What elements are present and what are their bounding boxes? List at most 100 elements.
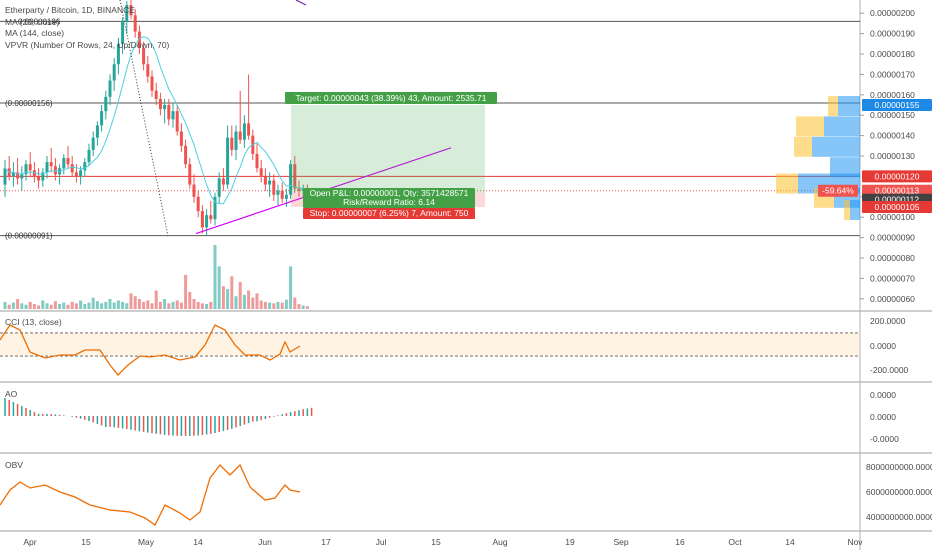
candle-body: [91, 137, 95, 150]
vpvr-bar-down: [794, 136, 812, 157]
cci-band: [0, 333, 860, 356]
candle-body: [62, 158, 66, 169]
volume-bar: [284, 299, 288, 309]
candle-body: [53, 166, 57, 175]
candle-body: [24, 164, 28, 175]
price-tick-label: 0.00000150: [870, 110, 915, 120]
candle-body: [221, 178, 225, 185]
candle-body: [20, 174, 24, 179]
candle-body: [297, 188, 301, 191]
candle-body: [226, 137, 230, 185]
volume-bar: [49, 304, 53, 309]
x-tick-label: May: [138, 537, 155, 547]
candle-body: [129, 5, 133, 16]
candle-body: [284, 194, 288, 199]
candle-body: [108, 80, 112, 97]
candle-body: [95, 125, 99, 138]
volume-bar: [28, 301, 32, 309]
x-tick-label: Sep: [613, 537, 628, 547]
volume-bar: [171, 301, 175, 309]
position-rr-label: Risk/Reward Ratio: 6.14: [343, 197, 435, 207]
obv-tick-label: 4000000000.0000: [866, 512, 932, 522]
volume-bar: [163, 299, 167, 309]
x-tick-label: Nov: [847, 537, 863, 547]
vpvr-bar-up: [850, 200, 860, 221]
fib-label: 0.00000196: [18, 17, 61, 26]
price-tick-label: 0.00000060: [870, 294, 915, 304]
indicator-ma20[interactable]: MA (20, close): [5, 16, 60, 27]
volume-bar: [41, 300, 45, 309]
volume-bar: [74, 303, 78, 309]
volume-bar: [37, 305, 41, 309]
vpvr-bar-up: [830, 157, 860, 178]
candle-body: [66, 158, 70, 165]
candle-body: [37, 176, 41, 181]
obv-line: [0, 463, 301, 526]
price-tick-label: 0.00000170: [870, 69, 915, 79]
candle-body: [116, 43, 120, 65]
candle-body: [230, 137, 234, 150]
volume-bar: [251, 297, 255, 309]
chart-legend: Etherparty / Bitcoin, 1D, BINANCE MA (20…: [5, 5, 169, 51]
price-tag: 0.00000155: [875, 100, 920, 110]
candle-body: [217, 178, 221, 197]
x-tick-label: 15: [81, 537, 91, 547]
volume-bar: [238, 281, 242, 309]
candle-body: [150, 76, 154, 91]
position-open-pl-label: Open P&L: 0.00000001, Qty: 3571428571: [310, 188, 469, 198]
candle-body: [289, 164, 293, 195]
ma144-line: [119, 0, 169, 237]
price-tick-label: 0.00000100: [870, 212, 915, 222]
volume-bar: [276, 301, 280, 309]
candle-body: [146, 64, 150, 77]
candle-body: [28, 164, 32, 171]
cci-tick-label: 200.0000: [870, 316, 906, 326]
volume-bar: [221, 286, 225, 309]
candle-body: [121, 21, 125, 44]
candle-body: [104, 96, 108, 112]
obv-tick-label: 8000000000.0000: [866, 462, 932, 472]
vpvr-bar-down: [844, 200, 850, 221]
candle-body: [3, 168, 7, 185]
volume-bar: [146, 300, 150, 309]
volume-bar: [280, 302, 284, 309]
obv-label: OBV: [5, 460, 23, 470]
x-tick-label: 14: [785, 537, 795, 547]
volume-bar: [293, 297, 297, 309]
indicator-ma144[interactable]: MA (144, close): [5, 28, 65, 38]
candle-body: [32, 170, 36, 177]
price-tag: 0.00000113: [875, 186, 920, 196]
volume-bar: [305, 306, 309, 309]
candle-body: [133, 15, 137, 32]
volume-bar: [175, 300, 179, 309]
volume-bar: [116, 300, 120, 309]
volume-bar: [242, 294, 246, 309]
x-tick-label: 16: [675, 537, 685, 547]
volume-bar: [301, 305, 305, 309]
candle-body: [79, 170, 83, 177]
volume-bar: [230, 276, 234, 309]
price-tag-bg: [862, 99, 932, 112]
volume-bar: [247, 290, 251, 309]
fib-label: (0.00000156): [5, 99, 53, 108]
volume-bar: [112, 302, 116, 309]
volume-bar: [217, 266, 221, 309]
ao-tick-label: 0.0000: [870, 412, 896, 422]
price-tag: 0.00000105: [875, 202, 920, 212]
volume-bar: [133, 296, 137, 309]
price-tick-label: 0.00000080: [870, 253, 915, 263]
volume-bar: [192, 299, 196, 309]
cci-tick-label: 0.0000: [870, 341, 896, 351]
position-rr-label-bg: [303, 197, 475, 208]
volume-bar: [91, 297, 95, 309]
symbol-title[interactable]: Etherparty / Bitcoin, 1D, BINANCE: [5, 5, 135, 15]
cci-label: CCI (13, close): [5, 317, 62, 327]
indicator-vpvr[interactable]: VPVR (Number Of Rows, 24, Up/Down, 70): [5, 39, 170, 50]
candle-body: [213, 196, 217, 220]
vpvr-bar-up: [824, 116, 860, 137]
candle-body: [276, 190, 280, 195]
vpvr-bar-down: [776, 173, 798, 194]
volume-bar: [83, 304, 87, 309]
candle-body: [125, 5, 129, 22]
